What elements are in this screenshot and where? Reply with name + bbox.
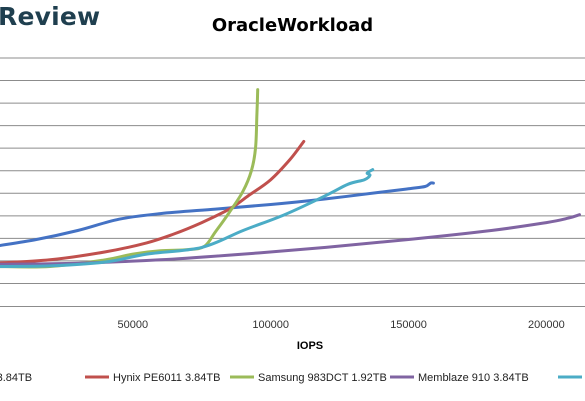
series-line-1 [0, 181, 435, 248]
grid-layer [0, 57, 585, 307]
chart-title: OracleWorkload [211, 15, 374, 36]
legend-label: Samsung 983DCT 1.92TB [258, 372, 387, 384]
series-layer [0, 88, 581, 269]
series-line-4 [0, 213, 581, 266]
legend-label: Memblaze 910 3.84TB [418, 372, 529, 384]
series-line-2 [0, 139, 306, 265]
brand-logo-text: Review [0, 2, 101, 31]
legend-label: DC1000M 3.84TB [0, 372, 32, 384]
x-tick-labels: 50000 100000 150000 200000 [118, 319, 565, 331]
series-line-5 [0, 168, 375, 268]
x-tick-label: 200000 [528, 319, 565, 331]
legend-label: Hynix PE6011 3.84TB [113, 372, 220, 384]
x-tick-label: 50000 [118, 319, 149, 331]
x-tick-label: 100000 [252, 319, 289, 331]
x-axis-title: IOPS [297, 340, 323, 352]
series-line-3 [0, 88, 260, 269]
x-tick-label: 150000 [390, 319, 427, 331]
legend: DC1000M 3.84TB Hynix PE6011 3.84TB Samsung… [0, 372, 582, 384]
